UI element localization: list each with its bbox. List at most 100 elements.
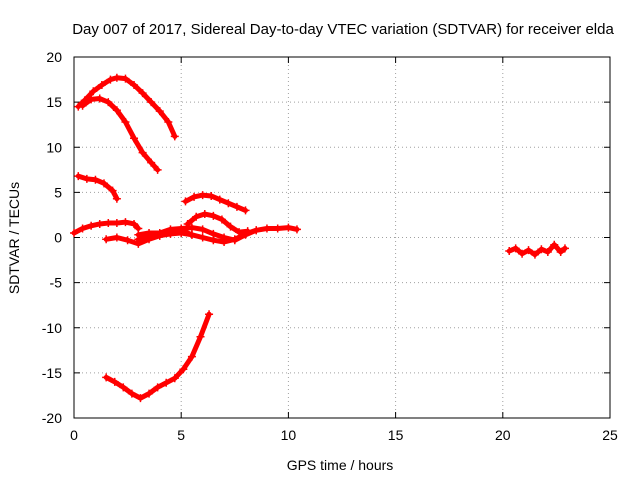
data-point [187,230,196,239]
data-point [518,249,527,258]
data-point [138,89,147,98]
data-point [89,87,98,96]
data-point [215,195,224,204]
data-point [82,174,91,183]
y-tick-label: -20 [42,410,62,426]
data-point [556,247,565,256]
tick-marks [73,56,611,419]
data-point [153,165,162,174]
series-track-k [505,240,569,259]
x-axis-label: GPS time / hours [287,457,394,473]
data-point [155,107,164,116]
data-point [224,199,233,208]
data-point [190,192,199,201]
data-point [524,246,533,255]
x-tick-label: 0 [70,427,78,443]
data-point [121,117,130,126]
y-tick-label: 0 [54,230,62,246]
data-point [74,172,83,181]
data-point [112,194,121,203]
data-point [205,310,214,319]
data-point [123,236,132,245]
data-point [177,228,186,237]
data-point [112,73,121,82]
data-point [241,206,250,215]
data-point [537,245,546,254]
data-point [112,233,121,242]
data-point [130,219,139,228]
data-point [209,236,218,245]
data-point [134,235,143,244]
x-tick-label: 10 [281,427,297,443]
data-point [130,134,139,143]
data-point [505,247,514,256]
data-point [560,244,569,253]
x-tick-label: 20 [495,427,511,443]
y-tick-label: -5 [50,275,63,291]
chart-title: Day 007 of 2017, Sidereal Day-to-day VTE… [72,21,614,38]
y-tick-label: 20 [46,49,62,65]
data-point [162,378,171,387]
data-point [181,197,190,206]
data-point [102,373,111,382]
series-track-i [134,223,301,247]
data-point [511,244,520,253]
y-tick-label: -15 [42,365,62,381]
data-point [145,389,154,398]
data-point [207,191,216,200]
data-point [102,235,111,244]
y-axis-label: SDTVAR / TECUs [6,182,22,294]
series-track-c [74,172,121,203]
data-point [97,80,106,89]
data-point [292,225,301,234]
data-point [166,229,175,238]
series-line [506,242,568,258]
data-point [284,223,293,232]
series-track-j [102,310,214,403]
data-point [87,221,96,230]
data-point [241,229,250,238]
data-point [121,218,130,227]
y-tick-label: -10 [42,320,62,336]
data-point [112,219,121,228]
tick-labels: 0 5 10 15 20 25 -20 -15 -10 -5 0 5 10 15 20 [42,49,618,443]
data-point [230,235,239,244]
data-point [138,148,147,157]
data-point [164,117,173,126]
series-line [80,96,161,173]
data-point [87,95,96,104]
series-track-d [70,218,143,237]
x-tick-label: 5 [177,427,185,443]
data-point [220,238,229,247]
data-point [110,377,119,386]
grid-lines [74,57,610,418]
data-point [136,394,145,403]
series-line [135,225,300,245]
data-point [550,240,559,249]
series-track-g [183,210,252,237]
data-point [91,175,100,184]
data-point [153,383,162,392]
data-point [100,179,109,188]
data-point [147,98,156,107]
data-point [209,211,218,220]
data-point [192,212,201,221]
data-point [70,228,78,237]
series-track-b [78,94,162,174]
data-point [232,202,241,211]
y-tick-label: 5 [54,184,62,200]
data-point [78,101,87,110]
data-point [530,250,539,259]
data-point [252,226,261,235]
data-point [119,383,128,392]
x-tick-label: 25 [602,427,618,443]
data-point [145,233,154,242]
data-point [147,158,156,167]
data-points [70,73,569,403]
data-point [543,247,552,256]
data-point [226,222,235,231]
data-point [95,219,104,228]
data-point [198,191,207,200]
data-point [130,80,139,89]
